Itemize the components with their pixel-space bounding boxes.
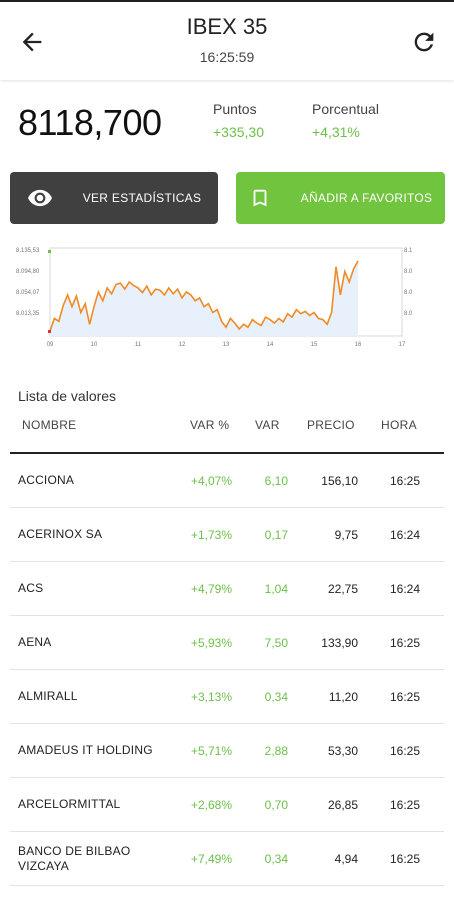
table-row[interactable]: ACERINOX SA +1,73% 0,17 9,75 16:24 (10, 508, 444, 562)
stock-var: 7,50 (264, 636, 288, 650)
stock-name: AMADEUS IT HOLDING (18, 743, 153, 757)
series-line (49, 260, 359, 332)
stock-var-pct: +4,79% (190, 582, 232, 596)
stock-list: ACCIONA +4,07% 6,10 156,10 16:25 ACERINO… (10, 454, 444, 886)
stock-var: 6,10 (264, 474, 288, 488)
col-header-var: VAR (255, 418, 280, 432)
stock-name: AENA (18, 635, 52, 649)
intraday-chart: 09 10 11 12 13 14 15 16 17 8.135,53 8.135,53 8.094,… (16, 247, 412, 348)
x-tick-label: 17 (399, 342, 406, 348)
app-header: IBEX 35 16:25:59 (0, 2, 454, 80)
back-button[interactable] (18, 28, 46, 56)
percent-label: Porcentual (312, 101, 379, 117)
x-tick-label: 10 (91, 342, 98, 348)
stock-time: 16:25 (389, 744, 420, 758)
stock-time: 16:25 (389, 798, 420, 812)
stock-name: ACERINOX SA (18, 527, 103, 541)
stock-var: 2,88 (264, 744, 288, 758)
high-marker (48, 250, 51, 253)
stock-var-pct: +5,93% (190, 636, 232, 650)
stock-price: 22,75 (327, 582, 358, 596)
page-title: IBEX 35 (186, 14, 268, 39)
x-tick-label: 09 (47, 342, 54, 348)
stock-time: 16:25 (389, 690, 420, 704)
stock-price: 4,94 (334, 852, 358, 866)
stock-name: BANCO DE BILBAO VIZCAYA (18, 843, 131, 873)
x-tick-label: 15 (311, 342, 318, 348)
bookmark-icon (253, 189, 267, 207)
col-header-time: HORA (381, 418, 417, 432)
stock-time: 16:25 (389, 636, 420, 650)
points-label: Puntos (213, 101, 257, 117)
stock-var-pct: +2,68% (190, 798, 232, 812)
stock-var-pct: +5,71% (190, 744, 232, 758)
update-time: 16:25:59 (199, 49, 255, 65)
x-tick-label: 12 (179, 342, 186, 348)
eye-icon (27, 189, 52, 207)
x-tick-label: 13 (223, 342, 230, 348)
stock-name: ACS (18, 581, 44, 595)
arrow-left-icon (22, 32, 42, 52)
stock-time: 16:24 (389, 582, 420, 596)
y-tick-label-left: 8.013,35 (16, 311, 40, 317)
y-tick-label-left: 8.094,80 (16, 269, 40, 275)
table-row[interactable]: ARCELORMITTAL +2,68% 0,70 26,85 16:25 (10, 778, 444, 832)
y-tick-label-left: 8.135,53 (16, 248, 40, 254)
table-row[interactable]: ACS +4,79% 1,04 22,75 16:24 (10, 562, 444, 616)
stock-var-pct: +7,49% (190, 852, 232, 866)
stock-price: 156,10 (321, 474, 358, 488)
view-stats-button[interactable]: VER ESTADÍSTICAS (10, 172, 218, 224)
top-border (0, 0, 454, 2)
stock-var: 1,04 (264, 582, 288, 596)
list-title: Lista de valores (18, 388, 117, 404)
stock-price: 133,90 (321, 636, 358, 650)
header-divider (10, 452, 444, 454)
view-stats-label: VER ESTADÍSTICAS (82, 191, 202, 205)
low-marker (48, 330, 51, 333)
refresh-button[interactable] (410, 28, 438, 56)
x-tick-label: 16 (355, 342, 362, 348)
x-tick-label: 11 (135, 342, 142, 348)
stock-var-pct: +3,13% (190, 690, 232, 704)
stock-time: 16:25 (389, 474, 420, 488)
stock-price: 53,30 (327, 744, 358, 758)
stock-var-pct: +1,73% (190, 528, 232, 542)
stock-name: ACCIONA (18, 473, 75, 487)
table-row[interactable]: AMADEUS IT HOLDING +5,71% 2,88 53,30 16:… (10, 724, 444, 778)
refresh-icon (414, 32, 434, 52)
table-row[interactable]: ALMIRALL +3,13% 0,34 11,20 16:25 (10, 670, 444, 724)
col-header-var-pct: VAR % (190, 418, 230, 432)
y-tick-label-right: 8.094,80 (404, 269, 412, 275)
stock-price: 9,75 (334, 528, 358, 542)
percent-value: +4,31% (312, 124, 360, 140)
stock-name: ALMIRALL (18, 689, 78, 703)
y-tick-label-right: 8.013,35 (404, 311, 412, 317)
stock-var-pct: +4,07% (190, 474, 232, 488)
y-tick-label-right: 8.135,53 (404, 248, 412, 254)
stock-name: ARCELORMITTAL (18, 797, 121, 811)
table-row[interactable]: BANCO DE BILBAO VIZCAYA +7,49% 0,34 4,94… (10, 832, 444, 886)
stock-var: 0,17 (264, 528, 288, 542)
stock-var: 0,34 (264, 852, 288, 866)
stock-price: 11,20 (328, 690, 358, 704)
stock-time: 16:25 (389, 852, 420, 866)
index-price: 8118,700 (18, 102, 162, 143)
stock-var: 0,34 (264, 690, 288, 704)
x-tick-label: 14 (267, 342, 274, 348)
series-area (50, 260, 358, 336)
y-tick-label-left: 8.054,07 (16, 290, 40, 296)
stock-var: 0,70 (264, 798, 288, 812)
stock-time: 16:24 (389, 528, 420, 542)
stock-price: 26,85 (327, 798, 358, 812)
table-row[interactable]: ACCIONA +4,07% 6,10 156,10 16:25 (10, 454, 444, 508)
add-favorites-label: AÑADIR A FAVORITOS (300, 191, 433, 205)
col-header-price: PRECIO (307, 418, 355, 432)
points-value: +335,30 (213, 124, 264, 140)
add-favorites-button[interactable]: AÑADIR A FAVORITOS (236, 172, 445, 224)
table-row[interactable]: AENA +5,93% 7,50 133,90 16:25 (10, 616, 444, 670)
y-tick-label-right: 8.054,07 (404, 290, 412, 296)
col-header-name: NOMBRE (22, 418, 77, 432)
